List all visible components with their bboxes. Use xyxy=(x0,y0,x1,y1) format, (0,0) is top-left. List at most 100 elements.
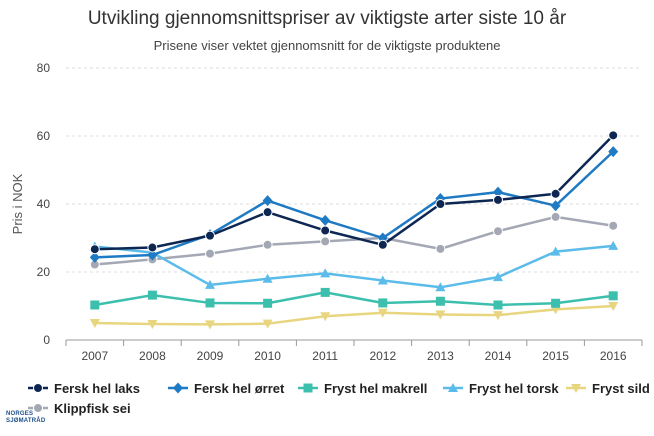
data-point xyxy=(608,130,619,141)
data-point xyxy=(550,188,561,199)
data-point xyxy=(320,268,331,278)
data-point xyxy=(377,308,388,318)
data-point xyxy=(320,214,331,226)
legend-symbol xyxy=(571,384,581,393)
data-point xyxy=(493,194,503,205)
series-line xyxy=(94,215,614,266)
series-line xyxy=(94,304,614,326)
legend-item: Fryst sild xyxy=(566,379,650,397)
data-point xyxy=(608,302,619,311)
legend-marker xyxy=(28,383,48,393)
legend-marker xyxy=(566,384,586,393)
data-point xyxy=(262,319,273,329)
data-point xyxy=(205,298,215,308)
legend-label: Fryst hel makrell xyxy=(324,380,428,396)
legend-symbol xyxy=(303,383,313,393)
chart-title: Utvikling gjennomsnittspriser av viktigs… xyxy=(87,8,567,29)
series-line xyxy=(94,291,614,307)
x-tick-label: 2011 xyxy=(312,349,338,363)
chart-subtitle: Prisene viser vektet gjennomsnitt for de… xyxy=(153,38,501,53)
y-tick-label: 40 xyxy=(37,197,51,211)
data-point xyxy=(608,291,618,301)
legend-label: Fryst hel torsk xyxy=(469,380,559,396)
y-tick-label: 0 xyxy=(43,333,50,347)
data-point xyxy=(263,298,273,308)
data-point xyxy=(262,195,273,207)
data-point xyxy=(205,230,215,241)
data-point xyxy=(320,312,331,322)
series-line xyxy=(94,150,615,259)
y-tick-label: 60 xyxy=(37,129,51,143)
legend-item: Fryst hel torsk xyxy=(443,379,559,397)
y-tick-label: 20 xyxy=(37,265,51,279)
data-point xyxy=(90,300,100,310)
data-point xyxy=(262,273,273,283)
data-point xyxy=(205,248,215,259)
x-tick-label: 2015 xyxy=(542,349,569,363)
data-point xyxy=(147,249,158,261)
legend-symbol xyxy=(33,383,43,393)
legend-symbol xyxy=(33,403,43,413)
y-tick-label: 80 xyxy=(37,61,51,75)
legend-label: Klippfisk sei xyxy=(54,400,131,416)
data-point xyxy=(147,242,158,253)
logo-line-2: SJØMATRÅD xyxy=(6,418,46,424)
plot-area: 0 20 40 60 80 2007 2008 2009 2010 2011 2012 2013 201… xyxy=(10,61,643,363)
data-point xyxy=(435,199,446,209)
data-point xyxy=(320,225,331,236)
data-point xyxy=(147,290,157,300)
data-point xyxy=(608,240,619,250)
legend-label: Fersk hel ørret xyxy=(194,380,285,396)
data-point xyxy=(89,319,100,328)
x-tick-label: 2014 xyxy=(485,349,512,363)
x-tick-label: 2007 xyxy=(81,349,108,363)
norges-sjomatrad-logo: NORGES SJØMATRÅD xyxy=(6,411,45,425)
data-point xyxy=(205,320,215,330)
data-point xyxy=(89,244,100,255)
legend-item: Fersk hel laks xyxy=(28,379,140,397)
data-point xyxy=(493,226,503,237)
data-point xyxy=(608,146,619,158)
series-line xyxy=(94,134,615,251)
data-point xyxy=(550,200,561,212)
data-point xyxy=(550,211,561,222)
legend-marker xyxy=(443,383,463,392)
data-point xyxy=(550,246,561,256)
x-tick-label: 2013 xyxy=(427,349,454,363)
data-point xyxy=(205,279,215,289)
legend-marker xyxy=(28,403,48,413)
data-point xyxy=(493,311,503,321)
x-tick-label: 2012 xyxy=(369,349,396,363)
data-point xyxy=(435,243,446,254)
data-point xyxy=(378,298,388,308)
legend-item: Fryst hel makrell xyxy=(298,379,427,397)
legend-symbol xyxy=(448,383,458,392)
data-point xyxy=(435,296,445,306)
data-point xyxy=(320,287,330,297)
data-point xyxy=(608,220,619,231)
data-point xyxy=(551,298,561,308)
legend-item: Klippfisk sei xyxy=(28,399,131,417)
x-tick-label: 2016 xyxy=(600,349,627,363)
legend-label: Fryst sild xyxy=(592,380,650,396)
logo-line-1: NORGES xyxy=(6,411,34,417)
x-tick-label: 2009 xyxy=(197,349,224,363)
legend-label: Fersk hel laks xyxy=(54,380,140,396)
data-point xyxy=(435,310,446,320)
x-tick-label: 2010 xyxy=(254,349,281,363)
data-point xyxy=(262,239,273,250)
data-point xyxy=(493,186,503,198)
legend-item: Fersk hel ørret xyxy=(168,379,284,397)
x-tick-label: 2008 xyxy=(139,349,166,363)
data-point xyxy=(377,239,388,250)
data-point xyxy=(89,251,100,263)
data-point xyxy=(262,207,273,218)
series-line xyxy=(94,244,614,289)
y-axis-title: Pris i NOK xyxy=(10,173,25,234)
data-point xyxy=(493,300,503,310)
data-point xyxy=(320,236,331,247)
data-point xyxy=(435,282,446,292)
data-point xyxy=(377,275,388,285)
data-point xyxy=(493,272,503,282)
